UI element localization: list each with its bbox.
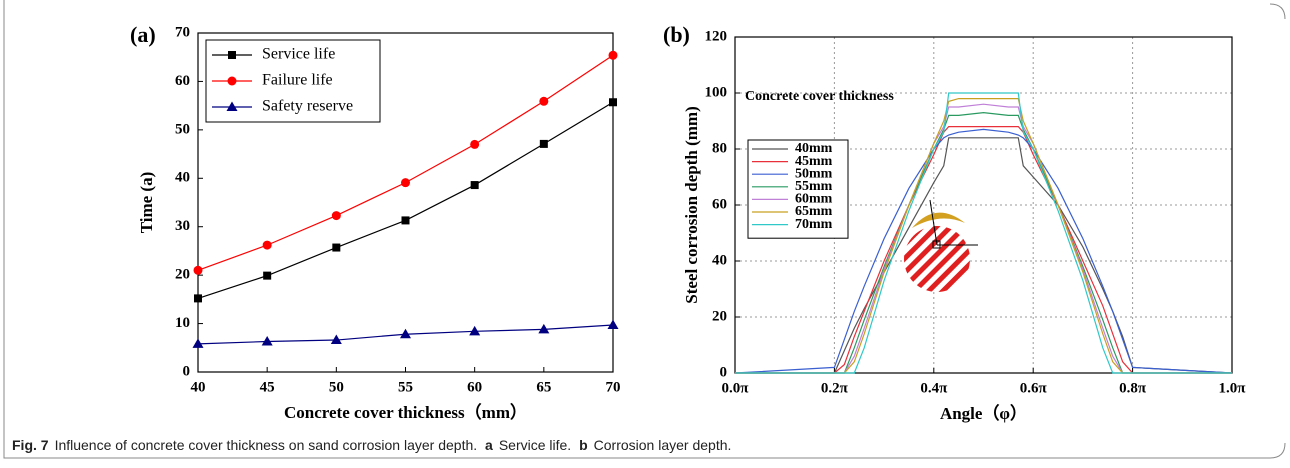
y-tick-label: 30 xyxy=(175,218,190,234)
y-tick-label: 20 xyxy=(712,308,727,324)
x-tick-label: 0.2π xyxy=(821,380,849,396)
x-tick-label: 50 xyxy=(329,379,344,395)
y-axis-label: Time (a) xyxy=(137,172,156,234)
y-axis-label: Steel corrosion depth (mm) xyxy=(682,106,701,304)
legend-marker xyxy=(227,76,237,86)
plot-frame xyxy=(197,32,614,373)
legend-label: 60mm xyxy=(795,192,833,207)
x-tick-label: 65 xyxy=(536,379,551,395)
caption: Fig. 7 Influence of concrete cover thickn… xyxy=(12,437,731,453)
x-tick-label: 0.4π xyxy=(920,380,948,396)
legend-label: 45mm xyxy=(795,154,833,169)
x-axis-label: Concrete cover thickness（mm） xyxy=(284,402,527,422)
frame-border xyxy=(3,0,1286,459)
series-line xyxy=(735,126,1232,374)
marker xyxy=(607,319,619,330)
marker xyxy=(469,325,481,336)
legend-box xyxy=(747,139,849,239)
y-tick-label: 70 xyxy=(175,24,190,40)
caption-item-label: b xyxy=(579,437,588,453)
marker xyxy=(400,328,411,339)
x-axis-label: Angle（φ） xyxy=(940,403,1027,423)
y-tick-label: 0 xyxy=(720,364,728,380)
caption-item-text: Service life. xyxy=(498,437,572,453)
x-tick-label: 55 xyxy=(398,379,413,395)
marker xyxy=(193,265,203,275)
plot-frame xyxy=(734,36,1233,374)
x-tick-label: 70 xyxy=(606,379,621,395)
series-line xyxy=(735,92,1232,374)
series-line xyxy=(197,101,614,299)
series-line xyxy=(735,137,1233,374)
marker xyxy=(262,240,272,250)
y-tick-label: 80 xyxy=(712,140,727,156)
marker xyxy=(539,96,549,106)
x-tick-label: 0.8π xyxy=(1119,380,1147,396)
panel-title: (a) xyxy=(130,22,156,47)
caption-item-label: a xyxy=(485,437,493,453)
y-tick-label: 40 xyxy=(175,170,190,186)
marker xyxy=(401,178,410,188)
legend-title: Concrete cover thickness xyxy=(745,89,894,104)
x-tick-label: 1.0π xyxy=(1219,380,1247,396)
caption-text: Influence of concrete cover thickness on… xyxy=(54,437,478,453)
legend-label: 70mm xyxy=(795,217,833,232)
legend-marker xyxy=(226,101,238,111)
cross-section-diagram xyxy=(904,199,978,292)
panel-title: (b) xyxy=(663,22,690,47)
y-tick-label: 40 xyxy=(712,252,727,268)
caption-item-text: Corrosion layer depth. xyxy=(593,437,732,453)
marker xyxy=(470,139,480,149)
y-tick-label: 100 xyxy=(705,84,728,100)
frame-corner xyxy=(1269,3,1286,20)
marker xyxy=(609,98,617,107)
x-tick-label: 60 xyxy=(467,379,482,395)
marker xyxy=(332,243,341,252)
y-tick-label: 10 xyxy=(175,315,190,331)
y-tick-label: 50 xyxy=(175,121,190,137)
caption-label: Fig. 7 xyxy=(12,437,49,453)
marker xyxy=(538,323,550,334)
y-tick-label: 120 xyxy=(705,28,728,44)
y-tick-label: 0 xyxy=(183,363,191,379)
x-tick-label: 40 xyxy=(191,379,206,395)
marker xyxy=(263,271,272,280)
series-line xyxy=(735,111,1232,374)
legend-label: 40mm xyxy=(795,141,833,156)
y-tick-label: 60 xyxy=(175,73,190,89)
series-line xyxy=(735,98,1232,374)
marker xyxy=(261,335,273,346)
marker xyxy=(401,216,410,225)
legend-label: Service life xyxy=(262,46,335,63)
y-tick-label: 60 xyxy=(712,196,727,212)
x-tick-label: 0.6π xyxy=(1020,380,1048,396)
marker xyxy=(331,211,341,221)
marker xyxy=(330,334,342,345)
legend-label: 55mm xyxy=(795,179,833,194)
series-line xyxy=(735,103,1232,374)
marker xyxy=(192,338,204,348)
legend-label: 50mm xyxy=(795,166,833,181)
series-line xyxy=(734,128,1233,374)
legend-label: Safety reserve xyxy=(262,98,353,115)
legend-label: 65mm xyxy=(795,204,833,219)
x-tick-label: 0.0π xyxy=(722,380,750,396)
marker xyxy=(470,181,479,190)
x-tick-label: 45 xyxy=(260,379,275,395)
legend-marker xyxy=(228,51,236,59)
marker xyxy=(194,294,202,303)
legend-label: Failure life xyxy=(262,72,333,89)
marker xyxy=(608,50,618,60)
marker xyxy=(539,139,548,148)
y-tick-label: 20 xyxy=(175,267,190,283)
